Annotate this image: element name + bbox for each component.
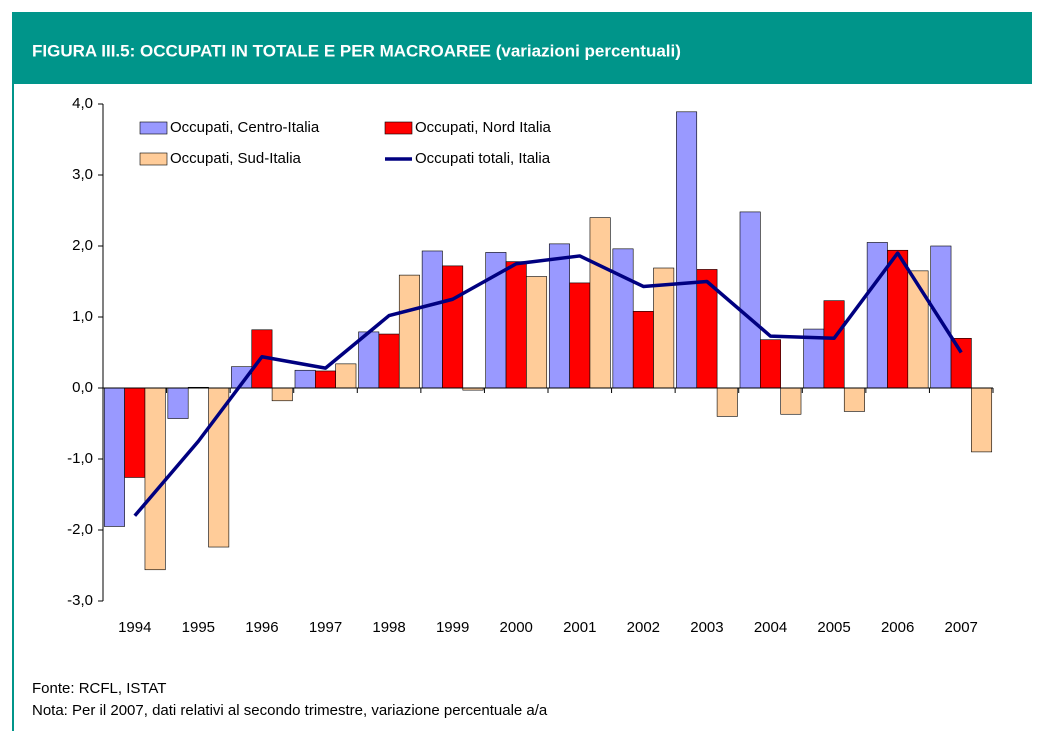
bar: [526, 276, 548, 389]
x-tick-label: 2006: [881, 619, 914, 636]
y-tick-label: -3,0: [67, 592, 93, 609]
x-tick-label: 1998: [372, 619, 405, 636]
bar: [144, 387, 166, 571]
bar: [378, 333, 400, 389]
bar: [548, 243, 570, 389]
x-tick-label: 2000: [500, 619, 533, 636]
bar: [823, 300, 845, 389]
bar: [632, 311, 654, 389]
bar: [271, 387, 293, 402]
x-tick-label: 1994: [118, 619, 151, 636]
bar: [950, 337, 972, 389]
x-tick-label: 2003: [690, 619, 723, 636]
y-tick-label: -2,0: [67, 521, 93, 538]
header-band: [12, 12, 1032, 84]
bar: [569, 282, 591, 389]
bar: [124, 387, 146, 478]
x-tick-label: 1997: [309, 619, 342, 636]
bar: [421, 250, 443, 389]
bar: [739, 211, 761, 389]
bar: [294, 369, 316, 389]
legend-label: Occupati, Sud-Italia: [170, 150, 302, 167]
chart-title: FIGURA III.5: OCCUPATI IN TOTALE E PER M…: [32, 41, 681, 60]
x-tick-label: 1996: [245, 619, 278, 636]
legend-label: Occupati, Nord Italia: [415, 119, 552, 136]
legend-swatch: [384, 121, 413, 135]
bar: [315, 370, 336, 389]
y-tick-label: 2,0: [72, 237, 93, 254]
legend-label: Occupati, Centro-Italia: [170, 119, 320, 136]
legend-swatch: [139, 152, 168, 166]
bar: [442, 265, 464, 389]
bar: [103, 387, 125, 527]
bar: [866, 242, 888, 389]
legend-swatch: [139, 121, 168, 135]
y-tick-label: 3,0: [72, 166, 93, 183]
x-tick-label: 2005: [817, 619, 850, 636]
bar: [760, 339, 781, 389]
x-tick-label: 2004: [754, 619, 787, 636]
bar: [335, 363, 357, 389]
bar: [716, 387, 738, 417]
bar: [589, 217, 611, 389]
x-tick-label: 1995: [182, 619, 215, 636]
bar: [505, 261, 527, 389]
y-tick-label: -1,0: [67, 450, 93, 467]
bar: [612, 248, 634, 389]
source: Fonte: RCFL, ISTAT: [32, 680, 166, 697]
legend-label: Occupati totali, Italia: [415, 150, 551, 167]
x-tick-label: 1999: [436, 619, 469, 636]
line: [133, 251, 963, 517]
x-tick-label: 2002: [627, 619, 660, 636]
y-tick-label: 0,0: [72, 379, 93, 396]
bar: [398, 274, 420, 389]
bar: [887, 249, 909, 389]
note: Nota: Per il 2007, dati relativi al seco…: [32, 702, 548, 719]
bar: [843, 387, 865, 412]
y-tick-label: 1,0: [72, 308, 93, 325]
bar: [907, 270, 929, 389]
y-tick-label: 4,0: [72, 95, 93, 112]
x-tick-label: 2001: [563, 619, 596, 636]
bar: [971, 387, 993, 453]
bar: [780, 387, 802, 415]
x-tick-label: 2007: [945, 619, 978, 636]
bar: [167, 387, 189, 419]
bar: [930, 245, 952, 389]
bar: [676, 111, 698, 389]
